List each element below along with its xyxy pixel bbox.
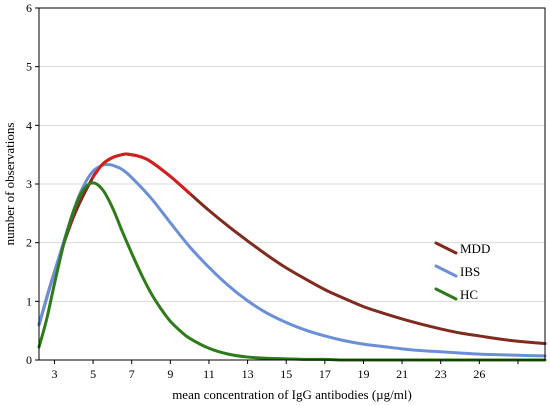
legend: MDD IBS HC <box>434 241 490 302</box>
gridlines <box>39 66 545 302</box>
y-tick-label: 0 <box>26 353 32 367</box>
x-tick-label: 26 <box>473 367 485 381</box>
x-tick-label: 3 <box>51 367 57 381</box>
legend-label-mdd: MDD <box>460 241 490 256</box>
x-tick-label: 23 <box>435 367 447 381</box>
legend-swatch-hc <box>434 287 458 301</box>
legend-label-hc: HC <box>460 287 478 302</box>
x-tick-label: 13 <box>242 367 254 381</box>
y-tick-label: 4 <box>26 118 32 132</box>
legend-swatch-ibs <box>434 264 458 278</box>
y-tick-label: 3 <box>26 177 32 191</box>
y-tick-label: 6 <box>26 1 32 15</box>
x-tick-label: 19 <box>357 367 369 381</box>
y-tick-label: 2 <box>26 236 32 250</box>
x-tick-label: 11 <box>203 367 215 381</box>
x-tick-label: 17 <box>319 367 331 381</box>
legend-swatch-mdd <box>434 241 458 255</box>
x-axis-title: mean concentration of IgG antibodies (µg… <box>172 387 412 402</box>
x-tick-label: 7 <box>129 367 135 381</box>
x-tick-label: 9 <box>167 367 173 381</box>
y-tick-label: 5 <box>26 60 32 74</box>
x-tick-label: 15 <box>280 367 292 381</box>
legend-label-ibs: IBS <box>460 264 480 279</box>
x-tick-label: 5 <box>90 367 96 381</box>
y-tick-label: 1 <box>26 294 32 308</box>
y-axis-title: number of observations <box>2 123 17 246</box>
x-tick-label: 21 <box>396 367 408 381</box>
series-line-mdd-peak <box>91 152 192 195</box>
